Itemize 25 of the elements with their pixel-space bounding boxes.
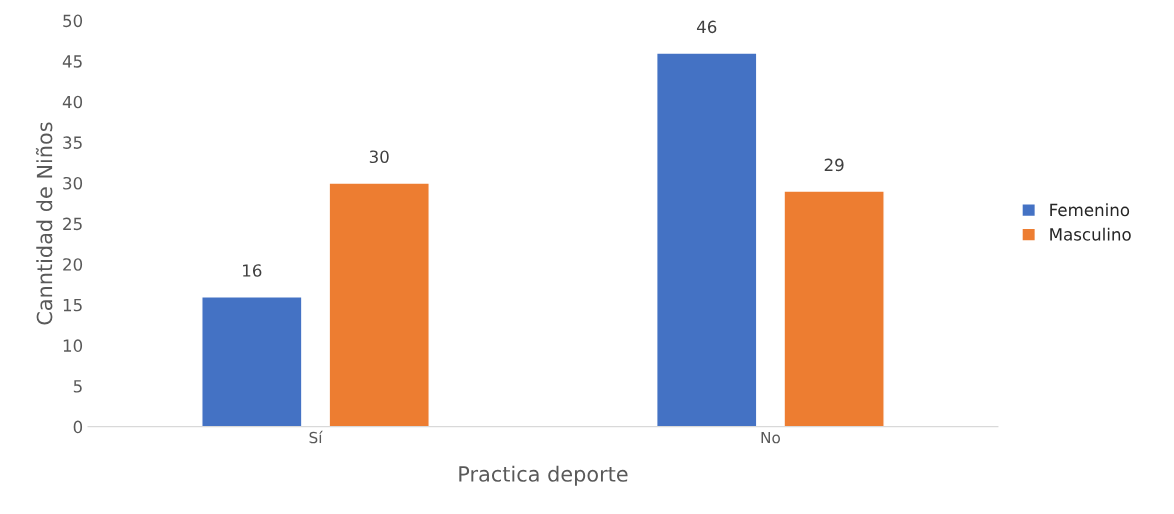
- y-tick-label: 10: [63, 339, 83, 352]
- y-tick-label: 40: [62, 95, 83, 109]
- x-axis-title: Practica deporte: [459, 465, 628, 486]
- y-axis-title: Canntidad de Niños: [35, 122, 53, 325]
- y-tick-label: 45: [62, 55, 82, 68]
- legend-label: Femenino: [1050, 203, 1130, 217]
- bar: [328, 182, 430, 427]
- bar: [656, 52, 758, 427]
- x-tick-label: No: [761, 431, 780, 444]
- y-tick-label: 35: [63, 136, 82, 149]
- y-tick-label: 30: [63, 176, 83, 190]
- bar: [783, 190, 885, 427]
- legend-label: Masculino: [1050, 227, 1131, 241]
- data-label: 30: [369, 150, 389, 164]
- y-tick-label: 0: [73, 420, 83, 434]
- y-tick-label: 5: [73, 380, 82, 393]
- data-label: 16: [243, 264, 262, 277]
- bar: [201, 295, 303, 427]
- y-tick-label: 25: [63, 217, 82, 231]
- y-tick-label: 50: [63, 14, 83, 28]
- y-tick-label: 15: [63, 298, 82, 312]
- y-tick-label: 20: [63, 258, 83, 271]
- x-tick-label: Sí: [309, 430, 323, 444]
- data-label: 29: [824, 158, 844, 172]
- data-label: 46: [696, 20, 717, 34]
